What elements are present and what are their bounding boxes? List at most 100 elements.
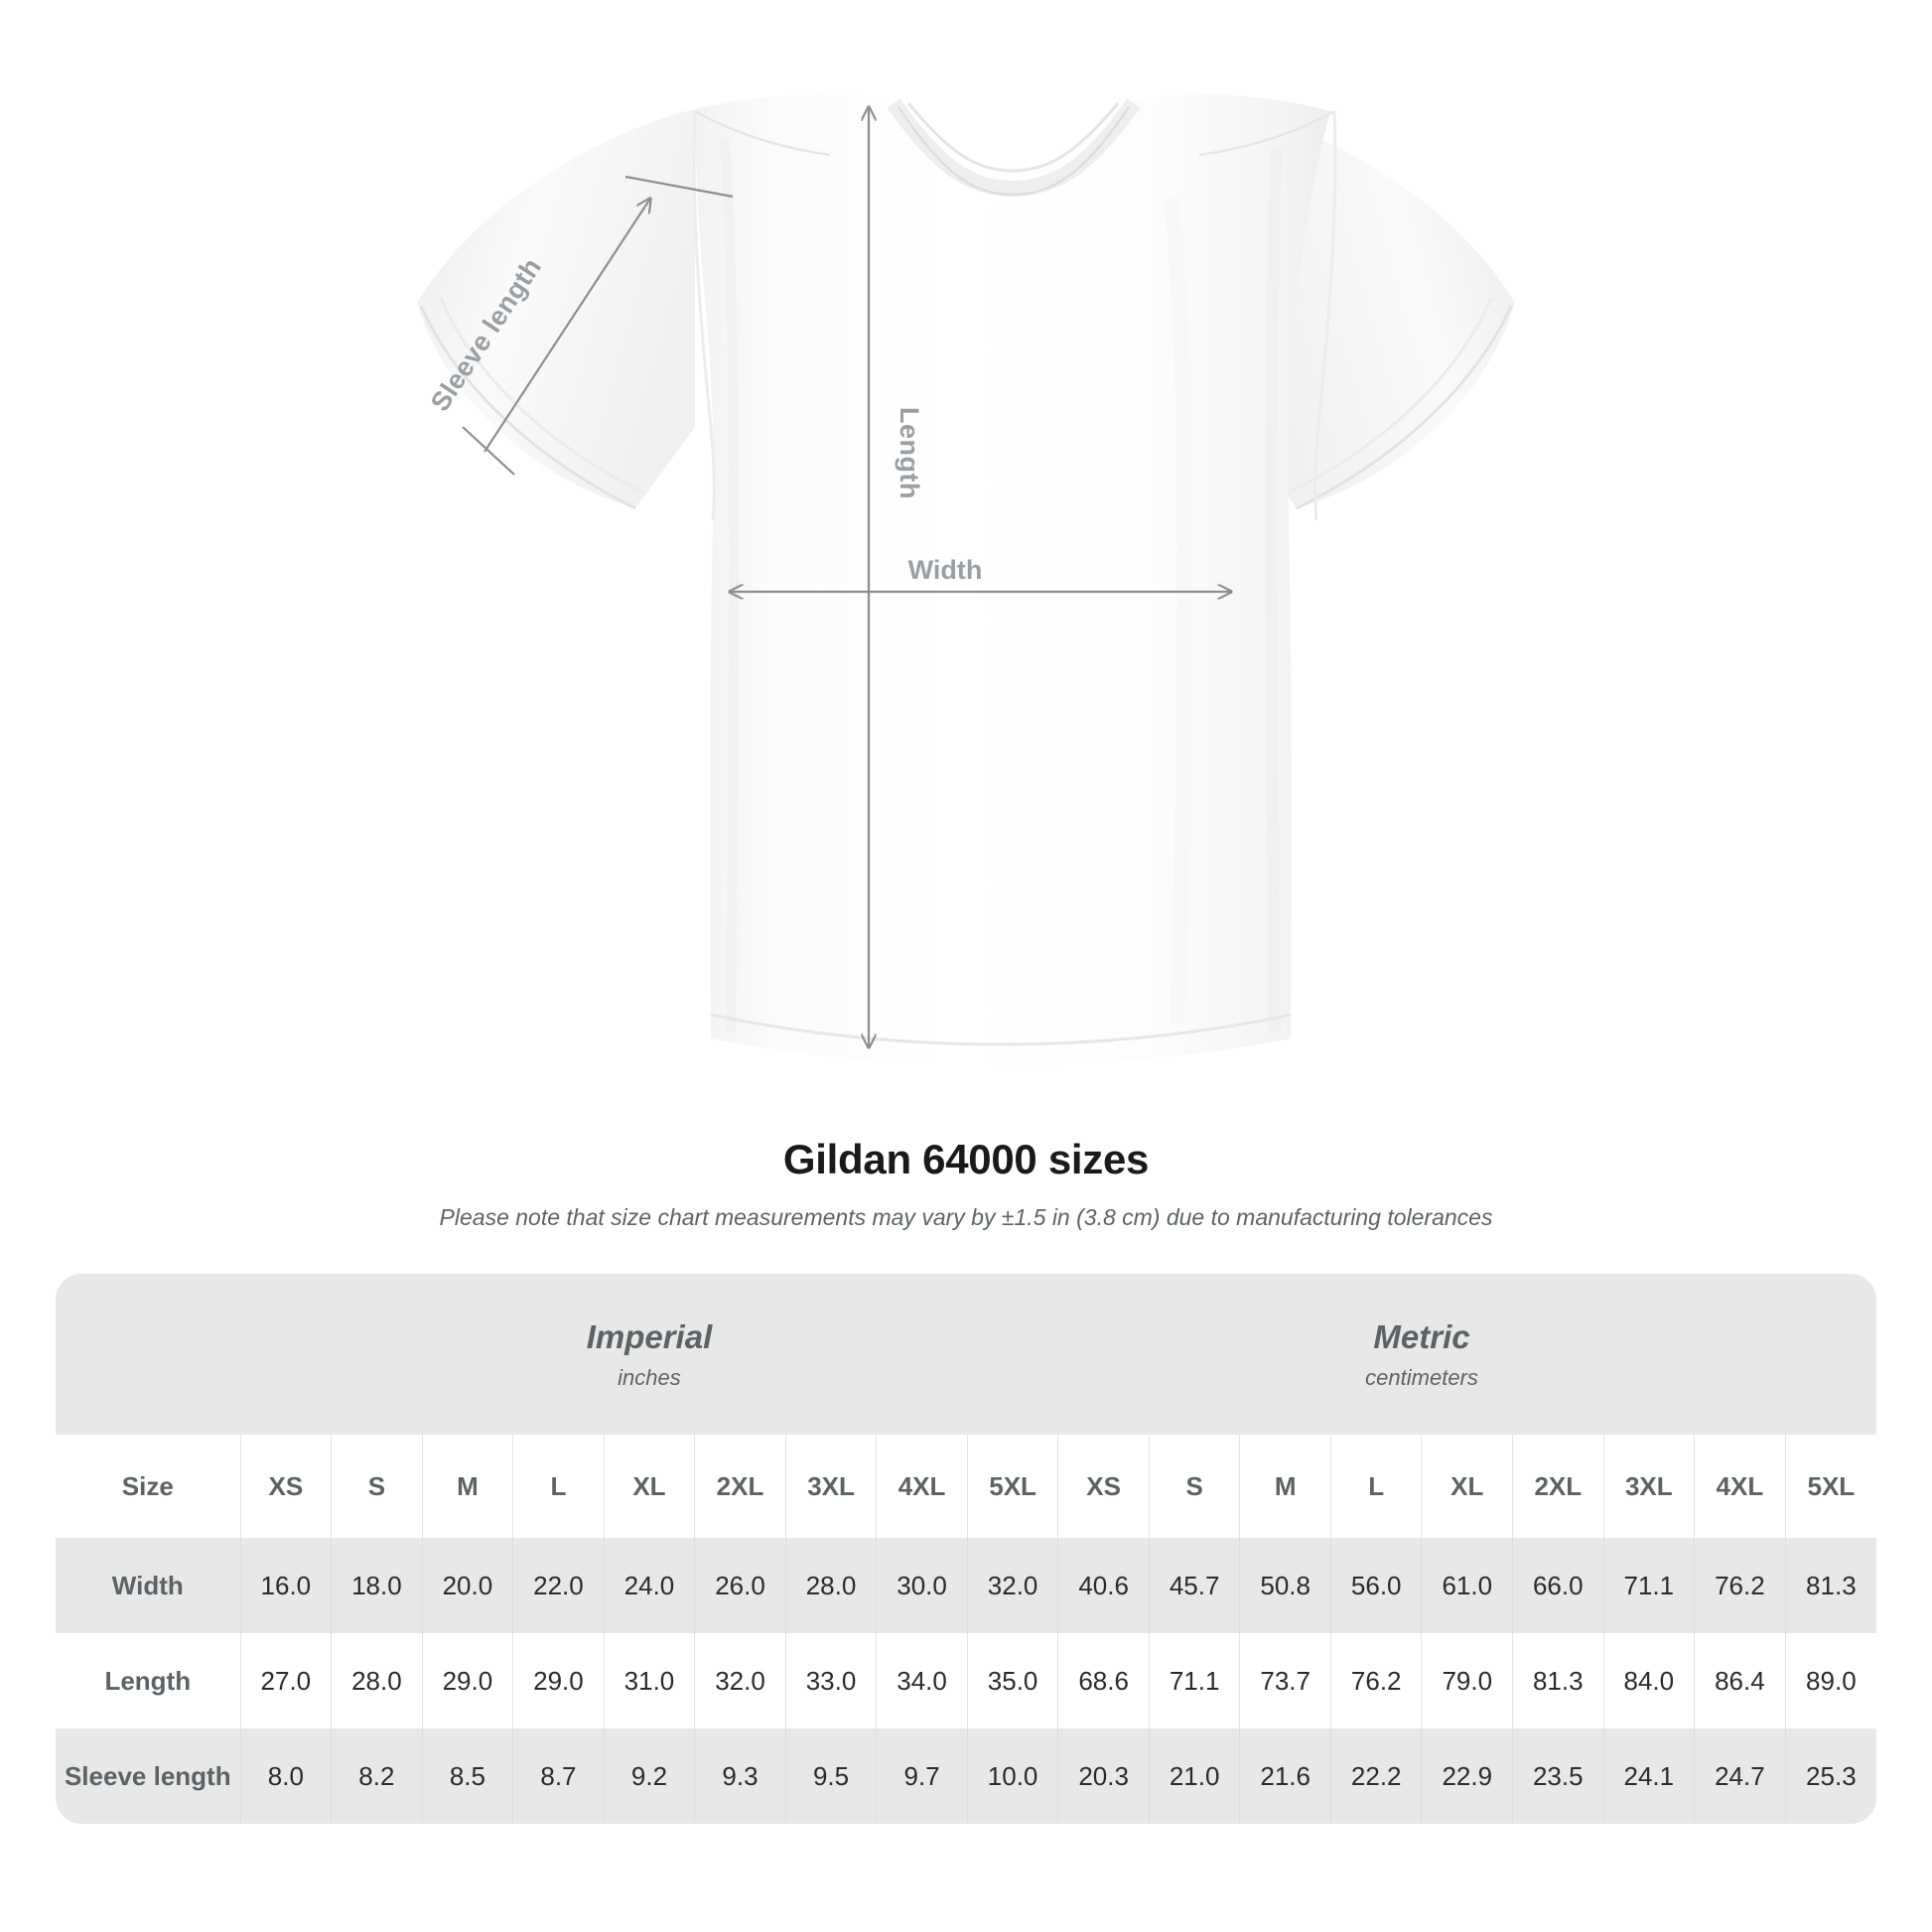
- cell-value: 81.3: [1512, 1633, 1604, 1728]
- bottom-hem: [710, 1013, 1292, 1046]
- cell-value: 24.1: [1602, 1728, 1695, 1824]
- page-title: Gildan 64000 sizes: [782, 1136, 1150, 1182]
- row-label-length: Length: [56, 1633, 241, 1728]
- table-row: Sleeve length 8.0 8.2 8.5 8.7 9.2 9.3 9.…: [56, 1728, 1876, 1824]
- cell-value: 28.0: [784, 1538, 877, 1633]
- right-sleeve-hem: [1296, 305, 1513, 510]
- left-sleeve: [417, 109, 695, 508]
- unit-banner-spacer: [56, 1274, 241, 1435]
- collar: [906, 102, 1120, 173]
- size-chart-table: Imperial inches Metric centimeters Size …: [56, 1274, 1876, 1824]
- cell-value: 22.9: [1421, 1728, 1513, 1824]
- cell-value: 71.1: [1602, 1538, 1695, 1633]
- cell-value: 29.0: [512, 1633, 605, 1728]
- size-header-cell: S: [1148, 1435, 1240, 1538]
- cell-value: 10.0: [966, 1728, 1058, 1824]
- cell-value: 22.2: [1329, 1728, 1422, 1824]
- row-label-width: Width: [56, 1538, 241, 1633]
- cell-value: 66.0: [1512, 1538, 1604, 1633]
- cell-value: 23.5: [1512, 1728, 1604, 1824]
- size-header-cell: XL: [1421, 1435, 1513, 1538]
- cell-value: 33.0: [784, 1633, 877, 1728]
- size-header-label: Size: [56, 1435, 241, 1538]
- shirt-illustration: [417, 94, 1515, 1066]
- cell-value: 8.5: [421, 1728, 513, 1824]
- cell-value: 21.0: [1148, 1728, 1240, 1824]
- cell-value: 22.0: [512, 1538, 605, 1633]
- table-row: Width 16.0 18.0 20.0 22.0 24.0 26.0 28.0…: [56, 1538, 1876, 1633]
- cell-value: 50.8: [1239, 1538, 1331, 1633]
- cell-value: 29.0: [421, 1633, 513, 1728]
- left-sleeve-hem: [419, 305, 636, 510]
- cell-value: 9.7: [876, 1728, 968, 1824]
- cell-value: 71.1: [1148, 1633, 1240, 1728]
- unit-group-imperial: Imperial inches: [240, 1274, 1058, 1435]
- cell-value: 34.0: [876, 1633, 968, 1728]
- cell-value: 27.0: [239, 1633, 332, 1728]
- unit-banner-metric-tail: [1785, 1274, 1876, 1435]
- cell-value: 8.7: [512, 1728, 605, 1824]
- size-header-cell: 3XL: [1602, 1435, 1695, 1538]
- unit-banner-row: Imperial inches Metric centimeters: [56, 1274, 1876, 1435]
- length-label: Length: [895, 407, 924, 499]
- cell-value: 73.7: [1239, 1633, 1331, 1728]
- size-header-cell: 4XL: [1694, 1435, 1786, 1538]
- shirt-torso: [695, 94, 1330, 1066]
- title-block: Gildan 64000 sizes Please note that size…: [0, 1136, 1932, 1232]
- size-header-cell: XS: [239, 1435, 332, 1538]
- cell-value: 30.0: [876, 1538, 968, 1633]
- sleeve-top-tick: [624, 175, 734, 199]
- cell-value: 79.0: [1421, 1633, 1513, 1728]
- size-header-cell: S: [331, 1435, 423, 1538]
- cell-value: 9.5: [784, 1728, 877, 1824]
- cell-value: 31.0: [603, 1633, 695, 1728]
- size-header-cell: L: [1329, 1435, 1422, 1538]
- cell-value: 35.0: [966, 1633, 1058, 1728]
- size-chart-table-container: Imperial inches Metric centimeters Size …: [56, 1274, 1876, 1824]
- cell-value: 25.3: [1784, 1728, 1876, 1824]
- t-shirt-measurement-diagram: Length Width Sleeve length: [417, 94, 1515, 1066]
- unit-name-imperial: Imperial: [586, 1317, 713, 1355]
- size-header-cell: 2XL: [694, 1435, 786, 1538]
- cell-value: 28.0: [331, 1633, 423, 1728]
- row-label-sleeve-length: Sleeve length: [56, 1728, 241, 1824]
- tolerance-note: Please note that size chart measurements…: [439, 1204, 1493, 1231]
- unit-sub-imperial: inches: [618, 1364, 681, 1390]
- size-header-row: Size XS S M L XL 2XL 3XL 4XL 5XL XS S M …: [56, 1435, 1876, 1538]
- cell-value: 68.6: [1057, 1633, 1150, 1728]
- cell-value: 81.3: [1784, 1538, 1876, 1633]
- cell-value: 84.0: [1602, 1633, 1695, 1728]
- unit-sub-metric: centimeters: [1365, 1364, 1478, 1390]
- unit-group-metric: Metric centimeters: [1057, 1274, 1786, 1435]
- cell-value: 86.4: [1694, 1633, 1786, 1728]
- size-header-cell: 2XL: [1512, 1435, 1604, 1538]
- cell-value: 56.0: [1329, 1538, 1422, 1633]
- size-header-cell: M: [421, 1435, 513, 1538]
- size-header-cell: M: [1239, 1435, 1331, 1538]
- cell-value: 9.2: [603, 1728, 695, 1824]
- size-header-cell: L: [512, 1435, 605, 1538]
- size-header-cell: 3XL: [784, 1435, 877, 1538]
- cell-value: 21.6: [1239, 1728, 1331, 1824]
- cell-value: 24.0: [603, 1538, 695, 1633]
- cell-value: 9.3: [694, 1728, 786, 1824]
- cell-value: 16.0: [239, 1538, 332, 1633]
- cell-value: 18.0: [331, 1538, 423, 1633]
- size-header-cell: 4XL: [876, 1435, 968, 1538]
- size-header-cell: XS: [1057, 1435, 1150, 1538]
- cell-value: 61.0: [1421, 1538, 1513, 1633]
- cell-value: 8.0: [239, 1728, 332, 1824]
- sleeve-measure-line: [483, 199, 650, 453]
- cell-value: 20.0: [421, 1538, 513, 1633]
- size-header-cell: 5XL: [966, 1435, 1058, 1538]
- unit-name-metric: Metric: [1373, 1317, 1470, 1355]
- cell-value: 32.0: [966, 1538, 1058, 1633]
- cell-value: 76.2: [1694, 1538, 1786, 1633]
- table-row: Length 27.0 28.0 29.0 29.0 31.0 32.0 33.…: [56, 1633, 1876, 1728]
- cell-value: 8.2: [331, 1728, 423, 1824]
- size-header-cell: 5XL: [1784, 1435, 1876, 1538]
- sleeve-bottom-tick: [462, 426, 515, 476]
- cell-value: 89.0: [1784, 1633, 1876, 1728]
- cell-value: 26.0: [694, 1538, 786, 1633]
- cell-value: 20.3: [1057, 1728, 1150, 1824]
